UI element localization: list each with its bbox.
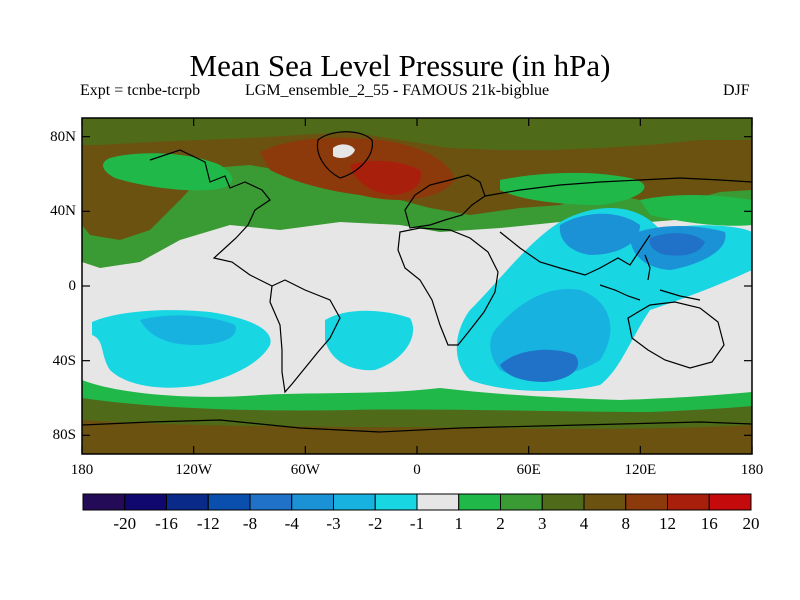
- experiment-label: Expt = tcnbe-tcrpb: [80, 82, 201, 99]
- y-tick-label: 40S: [52, 352, 76, 369]
- colorbar-label: -20: [113, 514, 137, 533]
- antarctic-brown: [82, 420, 752, 454]
- pressure-field: [82, 118, 752, 454]
- colorbar-swatch: [82, 493, 126, 511]
- southeast-asia-islands: [599, 254, 701, 301]
- colorbar-label: 16: [700, 514, 718, 533]
- colorbar-label: -1: [409, 514, 425, 533]
- colorbar-swatch: [249, 493, 293, 511]
- ensemble-label: LGM_ensemble_2_55 - FAMOUS 21k-bigblue: [245, 82, 550, 99]
- colorbar-swatch: [583, 493, 627, 511]
- x-tick-label: 180: [70, 462, 94, 478]
- y-tick-label: 80N: [50, 128, 76, 145]
- antarctica-coast: [82, 419, 752, 433]
- west-pacific-core: [649, 233, 705, 256]
- colorbar-label: 2: [496, 514, 505, 533]
- map-title: Mean Sea Level Pressure (in hPa): [189, 48, 611, 83]
- colorbar-swatch: [667, 493, 710, 511]
- south-america-coast: [269, 279, 341, 394]
- asia-low: [559, 213, 640, 255]
- eurasia-green: [500, 172, 645, 205]
- west-pacific-green: [640, 195, 752, 226]
- colorbar-swatch: [374, 493, 418, 511]
- colorbar-swatch: [333, 493, 376, 511]
- north-america-coast: [149, 149, 273, 287]
- x-tick-label: 180: [740, 462, 764, 478]
- colorbar-label: -8: [242, 514, 258, 533]
- season-label: DJF: [723, 82, 750, 99]
- colorbar-label: 1: [454, 514, 464, 533]
- colorbar-swatch: [500, 493, 543, 511]
- colorbar-swatch: [166, 493, 209, 511]
- colorbar-label: 3: [538, 514, 547, 533]
- colorbar-label: -12: [196, 514, 220, 533]
- colorbar-label: 4: [579, 514, 589, 533]
- colorbar-label: 20: [742, 514, 760, 533]
- x-tick-label: 120E: [624, 462, 657, 478]
- colorbar-label: 12: [659, 514, 676, 533]
- x-tick-label: 0: [413, 462, 421, 478]
- colorbar-label: -16: [155, 514, 178, 533]
- colorbar: [82, 493, 752, 511]
- africa-coast: [397, 227, 499, 346]
- x-tick-label: 60W: [290, 462, 320, 478]
- colorbar-label: -2: [368, 514, 383, 533]
- north-atlantic-peak: [350, 160, 421, 195]
- x-axis-ticks: [81, 118, 753, 454]
- north-pacific-green: [103, 153, 233, 191]
- colorbar-swatch: [291, 493, 334, 511]
- greenland-white: [333, 144, 355, 158]
- south-atlantic-low: [325, 310, 414, 371]
- colorbar-label: 8: [621, 514, 631, 533]
- europe-coast: [404, 174, 486, 229]
- arctic-dark-band: [82, 118, 752, 150]
- y-tick-label: 40N: [50, 203, 76, 220]
- y-tick-label: 80S: [52, 427, 76, 444]
- colorbar-label: -3: [326, 514, 341, 533]
- y-axis-ticks: [82, 136, 752, 436]
- x-tick-label: 60E: [516, 462, 541, 478]
- x-tick-label: 120W: [175, 462, 212, 478]
- south-pacific-low-core: [140, 315, 236, 345]
- coastlines: [82, 131, 752, 433]
- colorbar-swatch: [458, 493, 501, 511]
- greenland-coast: [316, 131, 373, 179]
- y-tick-label: 0: [68, 278, 77, 294]
- colorbar-swatch: [124, 493, 167, 511]
- colorbar-swatch: [416, 493, 460, 511]
- colorbar-label: -4: [284, 514, 299, 533]
- asia-coast: [484, 177, 752, 276]
- colorbar-swatch: [207, 493, 251, 511]
- colorbar-swatch: [625, 493, 668, 511]
- australia-coast: [627, 301, 725, 369]
- colorbar-swatch: [708, 493, 752, 511]
- southern-indian-core: [500, 349, 579, 382]
- colorbar-swatch: [541, 493, 585, 511]
